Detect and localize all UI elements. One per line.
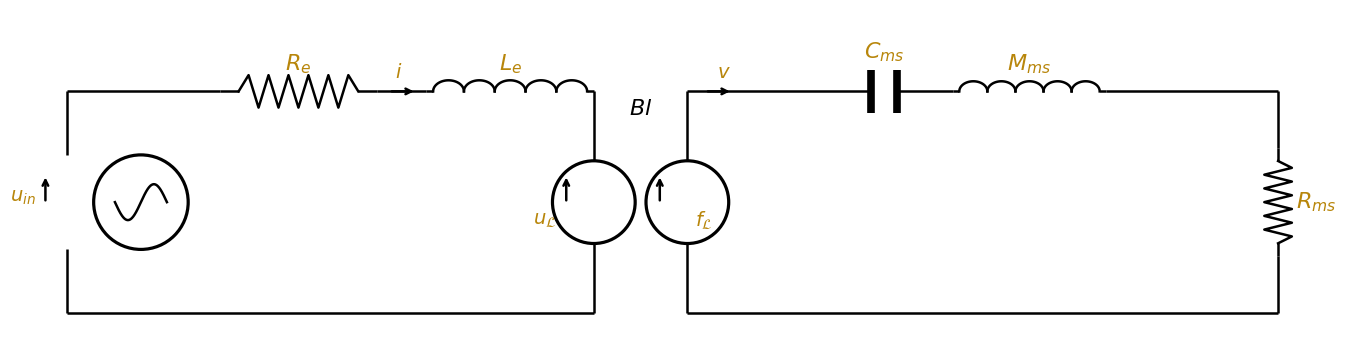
Text: $R_{ms}$: $R_{ms}$ bbox=[1295, 190, 1337, 214]
Text: $L_e$: $L_e$ bbox=[498, 52, 521, 76]
Text: $C_{ms}$: $C_{ms}$ bbox=[865, 40, 904, 64]
Text: $M_{ms}$: $M_{ms}$ bbox=[1007, 52, 1052, 76]
Text: $f_\mathcal{L}$: $f_\mathcal{L}$ bbox=[695, 209, 713, 231]
Text: $u_\mathcal{L}$: $u_\mathcal{L}$ bbox=[534, 210, 557, 229]
Text: $u_{in}$: $u_{in}$ bbox=[10, 188, 36, 207]
Text: $v$: $v$ bbox=[717, 63, 731, 82]
Text: $i$: $i$ bbox=[395, 63, 402, 82]
Text: $Bl$: $Bl$ bbox=[629, 99, 653, 119]
Text: $R_e$: $R_e$ bbox=[286, 52, 312, 76]
